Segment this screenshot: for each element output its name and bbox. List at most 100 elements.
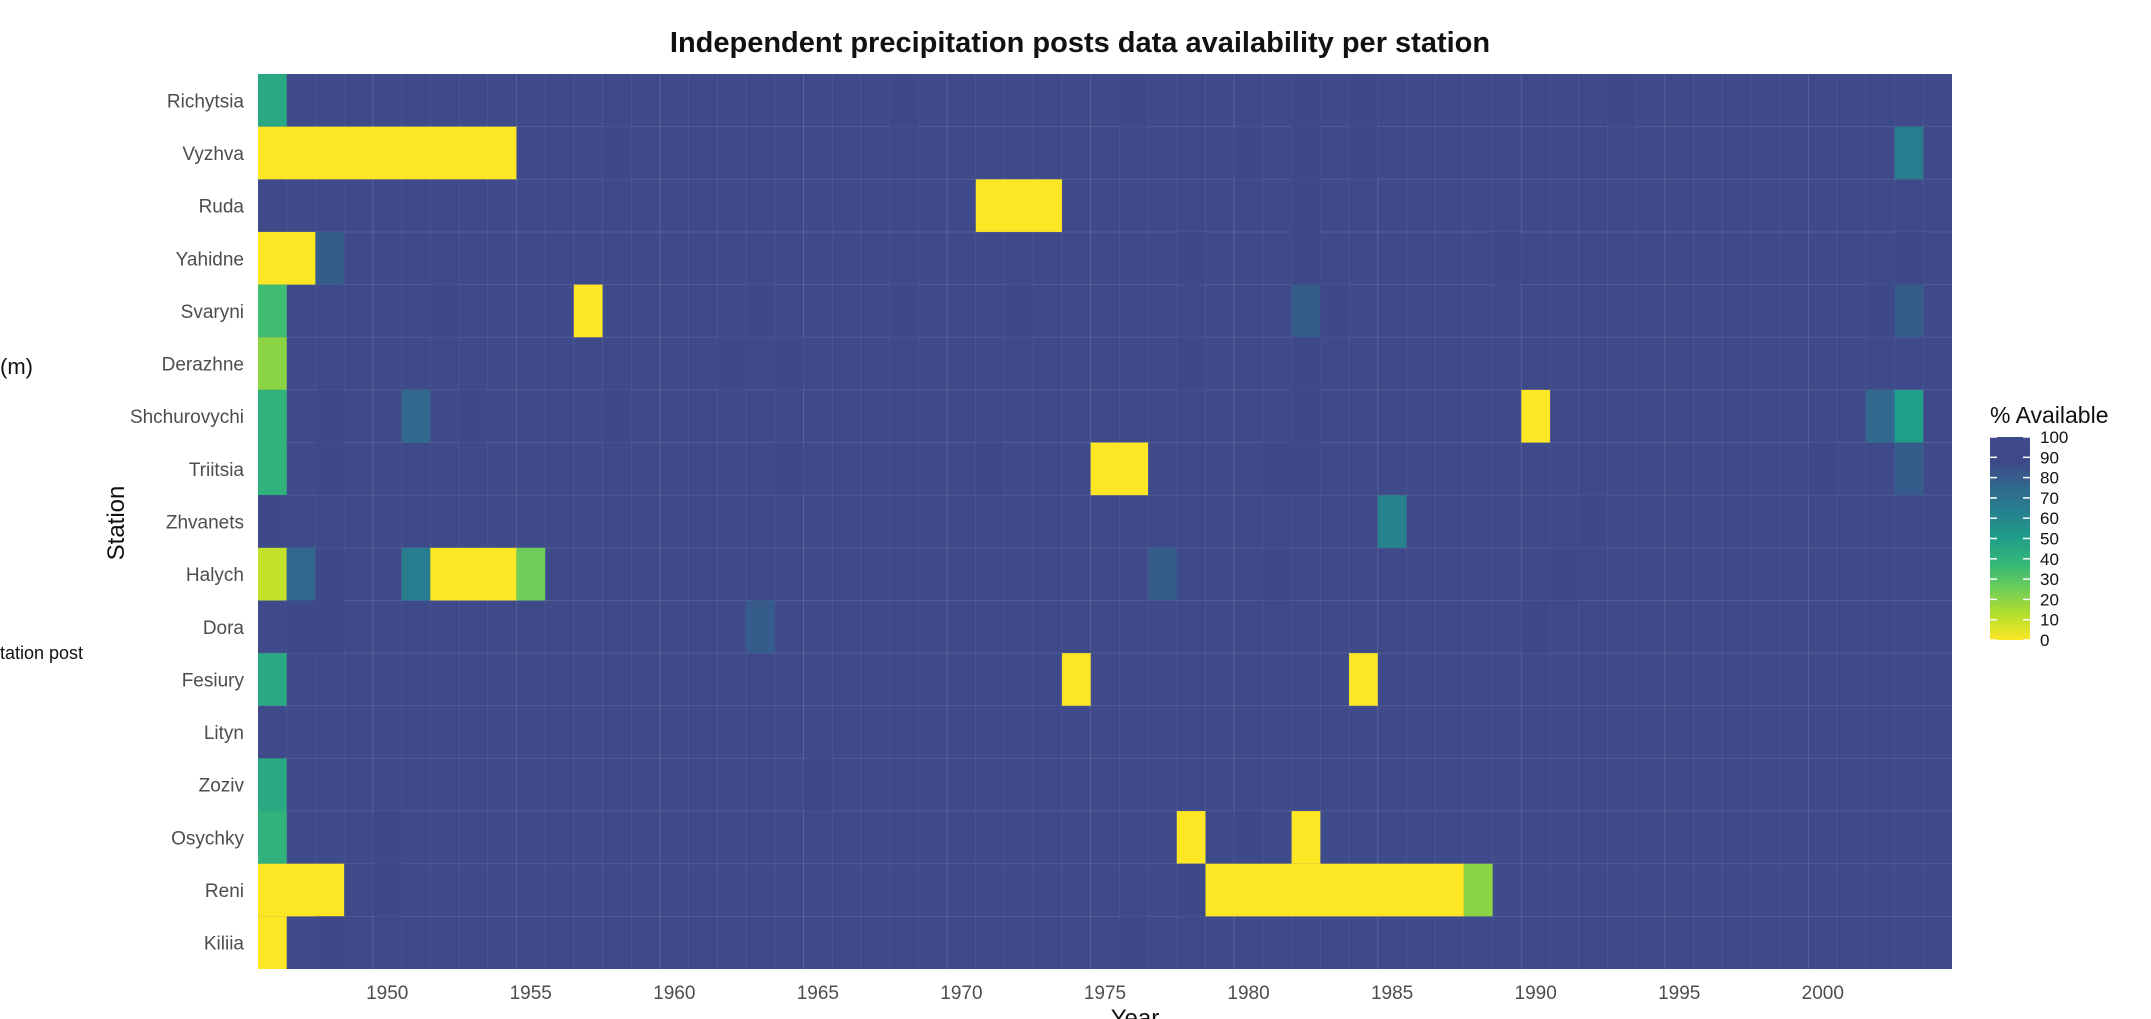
heatmap-cell-richytsia-1993 bbox=[1607, 74, 1637, 127]
legend-tick-label-90: 90 bbox=[2040, 448, 2059, 467]
x-tick-label-1975: 1975 bbox=[1084, 983, 1126, 1004]
heatmap-cell-vyzhva-1980 bbox=[1234, 126, 1263, 180]
heatmap-cell-shchurovychi-2002 bbox=[1865, 389, 1895, 443]
heatmap-cell-zhvanets-1992 bbox=[1578, 495, 1608, 548]
y-tick-label-dora: Dora bbox=[203, 618, 245, 639]
heatmap-cell-fesiury-1946 bbox=[258, 653, 287, 706]
legend-tick-label-40: 40 bbox=[2040, 550, 2059, 569]
x-tick-label-1965: 1965 bbox=[797, 983, 839, 1004]
y-tick-label-richytsia: Richytsia bbox=[167, 91, 245, 112]
legend-tick-label-10: 10 bbox=[2040, 611, 2059, 630]
heatmap-cell-reni-1978 bbox=[1176, 863, 1206, 917]
legend-title: % Available bbox=[1990, 402, 2109, 428]
legend-tick-label-50: 50 bbox=[2040, 530, 2059, 549]
heatmap-cell-richytsia-1984 bbox=[1349, 74, 1378, 127]
heatmap-cell-halych-1947 bbox=[286, 547, 316, 601]
heatmap-cell-dora-1963 bbox=[746, 600, 775, 654]
heatmap-cell-shchurovychi-2003 bbox=[1894, 389, 1924, 443]
heatmap-cell-svaryni-1946 bbox=[258, 284, 287, 338]
heatmap-cell-svaryni-2003 bbox=[1894, 284, 1924, 338]
heatmap-cell-halych-1991 bbox=[1550, 547, 1579, 601]
heatmap-cell-shchurovychi-1951 bbox=[401, 389, 431, 443]
heatmap-cell-halych-1946 bbox=[258, 547, 287, 601]
heatmap-cell-triitsia-1981 bbox=[1262, 442, 1321, 496]
heatmap-cell-svaryni-1983 bbox=[1320, 284, 1350, 338]
heatmap-cell-zoziv-1965 bbox=[803, 758, 833, 812]
heatmap-cell-yahidne-1982 bbox=[1291, 231, 1321, 285]
heatmap-cell-kiliia-1948 bbox=[315, 916, 345, 969]
heatmap-cell-triitsia-1975 bbox=[1090, 442, 1149, 496]
legend-tick-label-0: 0 bbox=[2040, 631, 2049, 650]
heatmap-cell-shchurovychi-1953 bbox=[458, 389, 488, 443]
y-tick-label-shchurovychi: Shchurovychi bbox=[130, 407, 244, 428]
x-tick-label-1955: 1955 bbox=[510, 983, 552, 1004]
heatmap-cell-osychky-1950 bbox=[372, 811, 402, 864]
heatmap-cell-triitsia-2000 bbox=[1808, 442, 1838, 496]
heatmap-cell-osychky-1982 bbox=[1291, 811, 1321, 864]
heatmap-cell-yahidne-1946 bbox=[258, 231, 316, 285]
heatmap-cell-halych-1951 bbox=[401, 547, 431, 601]
x-tick-label-2000: 2000 bbox=[1802, 983, 1844, 1004]
heatmap-cell-halych-1981 bbox=[1262, 547, 1292, 601]
heatmap-background bbox=[258, 74, 1952, 969]
legend-tick-label-80: 80 bbox=[2040, 469, 2059, 488]
legend-tick-label-70: 70 bbox=[2040, 489, 2059, 508]
heatmap-cell-vyzhva-1982 bbox=[1291, 126, 1321, 180]
legend-tick-label-20: 20 bbox=[2040, 590, 2059, 609]
y-tick-label-derazhne: Derazhne bbox=[162, 355, 244, 376]
heatmap-cell-zoziv-1946 bbox=[258, 758, 287, 812]
left-edge-fragment-station-post: tation post bbox=[0, 643, 84, 663]
heatmap-cell-svaryni-1952 bbox=[430, 284, 459, 338]
heatmap-cell-yahidne-2003 bbox=[1894, 231, 1924, 285]
heatmap-cell-triitsia-1946 bbox=[258, 442, 287, 496]
y-tick-label-zhvanets: Zhvanets bbox=[166, 513, 244, 534]
heatmap-cell-shchurovychi-1948 bbox=[315, 389, 345, 443]
heatmap-cell-fesiury-1984 bbox=[1349, 653, 1378, 706]
heatmap-cell-svaryni-1968 bbox=[889, 284, 919, 338]
heatmap-cell-kiliia-1976 bbox=[1119, 916, 1149, 969]
x-tick-label-1980: 1980 bbox=[1227, 983, 1269, 1004]
x-tick-label-1950: 1950 bbox=[366, 983, 408, 1004]
heatmap-cell-derazhne-1962 bbox=[717, 337, 747, 390]
heatmap-cell-reni-1988 bbox=[1463, 863, 1493, 917]
heatmap-cell-derazhne-1946 bbox=[258, 337, 287, 390]
heatmap-cell-triitsia-1964 bbox=[774, 442, 804, 496]
heatmap-cell-zhvanets-1985 bbox=[1377, 495, 1407, 548]
heatmap-cell-yahidne-1978 bbox=[1176, 231, 1206, 285]
heatmap-cell-svaryni-1972 bbox=[1004, 284, 1034, 338]
heatmap-cell-dora-1947 bbox=[286, 600, 345, 654]
x-tick-label-1985: 1985 bbox=[1371, 983, 1413, 1004]
heatmap-cell-triitsia-1971 bbox=[975, 442, 1005, 496]
heatmap-cell-zhvanets-1946 bbox=[258, 495, 287, 548]
y-tick-label-svaryni: Svaryni bbox=[181, 302, 244, 323]
heatmap-cell-yahidne-1948 bbox=[315, 231, 345, 285]
heatmap-cell-ruda-1971 bbox=[975, 179, 1062, 232]
heatmap-cell-reni-1950 bbox=[372, 863, 402, 917]
y-tick-label-halych: Halych bbox=[186, 565, 244, 586]
x-tick-label-1990: 1990 bbox=[1515, 983, 1557, 1004]
x-tick-label-1970: 1970 bbox=[940, 983, 982, 1004]
heatmap-cell-dora-1990 bbox=[1521, 600, 1551, 654]
heatmap-cell-richytsia-1968 bbox=[889, 74, 919, 127]
y-tick-label-kiliia: Kiliia bbox=[204, 934, 245, 955]
legend-tick-label-30: 30 bbox=[2040, 570, 2059, 589]
y-axis-label: Station bbox=[103, 486, 130, 561]
heatmap-cell-svaryni-1982 bbox=[1291, 284, 1321, 338]
heatmap-cell-derazhne-1982 bbox=[1291, 337, 1321, 390]
heatmap-cell-vyzhva-1946 bbox=[258, 126, 517, 180]
heatmap-cell-ruda-1982 bbox=[1291, 179, 1321, 232]
heatmap-cell-derazhne-1964 bbox=[774, 337, 804, 390]
heatmap-cell-halych-1955 bbox=[516, 547, 546, 601]
y-tick-label-reni: Reni bbox=[205, 881, 244, 902]
heatmap-cell-vyzhva-1958 bbox=[602, 126, 632, 180]
heatmap-cell-osychky-1978 bbox=[1176, 811, 1206, 864]
heatmap-cell-halych-1948 bbox=[315, 547, 345, 601]
y-tick-label-ruda: Ruda bbox=[199, 197, 245, 218]
y-tick-label-yahidne: Yahidne bbox=[176, 249, 244, 270]
chart-title: Independent precipitation posts data ava… bbox=[670, 27, 1490, 59]
heatmap-cell-triitsia-1948 bbox=[315, 442, 345, 496]
heatmap-cell-osychky-1946 bbox=[258, 811, 287, 864]
y-tick-label-osychky: Osychky bbox=[171, 828, 244, 849]
